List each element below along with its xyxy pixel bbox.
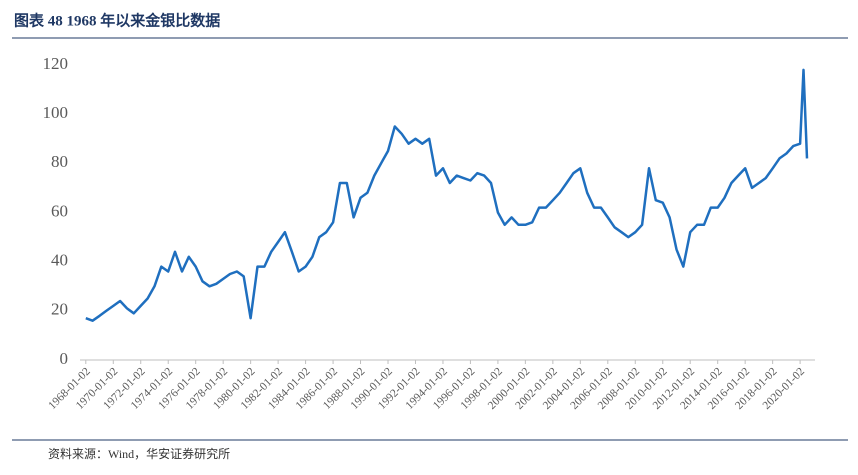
y-tick-label: 100	[43, 103, 69, 122]
source: 资料来源：Wind，华安证券研究所	[48, 446, 230, 461]
chart-title: 图表 48 1968 年以来金银比数据	[14, 11, 220, 29]
y-tick-label: 0	[60, 349, 69, 368]
y-tick-label: 20	[51, 300, 68, 319]
y-tick-label: 40	[51, 251, 68, 270]
y-tick-label: 120	[43, 54, 69, 73]
y-tick-label: 60	[51, 201, 68, 220]
y-tick-label: 80	[51, 152, 68, 171]
line-series	[85, 68, 809, 322]
